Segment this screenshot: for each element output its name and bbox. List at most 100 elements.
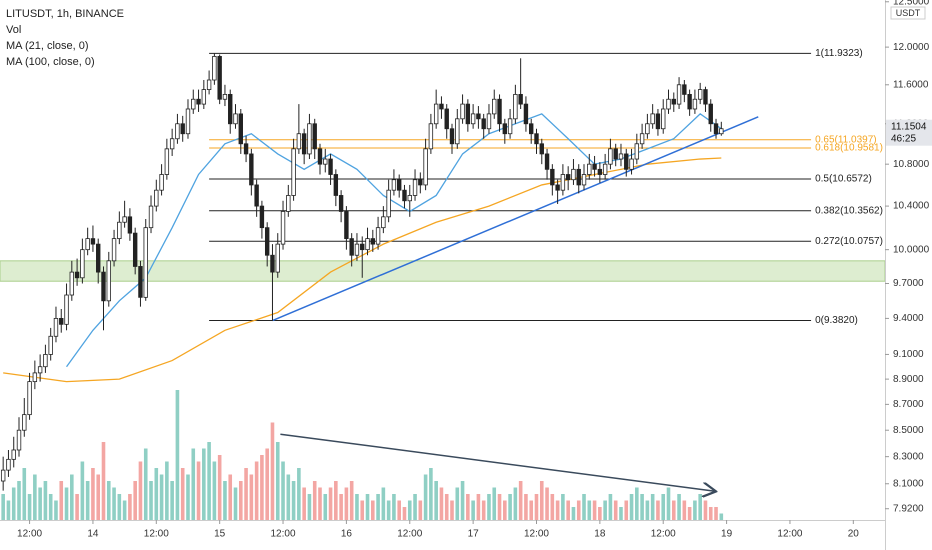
volume-bar xyxy=(455,487,460,520)
volume-bar xyxy=(561,494,565,520)
candle-body xyxy=(375,227,381,245)
x-tick-label: 14 xyxy=(87,529,99,540)
candle-body xyxy=(655,113,661,130)
volume-bar xyxy=(202,448,206,520)
plot-area: 1(11.9323) 0.65(11.0397)0.618(10.9581) 0.5… xyxy=(0,48,886,520)
candle-body xyxy=(460,103,465,120)
y-tick-label: 9.4000 xyxy=(893,313,924,324)
volume-bar xyxy=(75,494,79,520)
y-tick-label: 8.7000 xyxy=(893,399,924,410)
x-tick-label: 12:00 xyxy=(397,529,422,540)
volume-bar xyxy=(508,494,512,520)
volume-bar xyxy=(635,487,639,520)
candle-body xyxy=(222,94,228,100)
volume-bar xyxy=(487,494,491,520)
candle-body xyxy=(43,354,48,368)
volume-bar xyxy=(698,494,702,520)
candle-body xyxy=(169,138,175,150)
candle-body xyxy=(48,335,53,355)
volume-bar xyxy=(429,468,433,520)
candle-body xyxy=(381,216,386,229)
candle-body xyxy=(618,153,624,160)
candle-body xyxy=(587,163,592,175)
candle-body xyxy=(576,168,581,186)
volume-bar xyxy=(33,474,37,520)
candle-body xyxy=(697,89,703,100)
candle-body xyxy=(0,469,6,482)
volume-bar xyxy=(138,461,143,520)
candle-body xyxy=(32,372,38,383)
volume-bar xyxy=(656,500,660,520)
legend-item: MA (21, close, 0) xyxy=(6,40,89,52)
candle-body xyxy=(6,458,11,471)
candle-body xyxy=(254,184,259,207)
volume-bar xyxy=(677,494,681,520)
candle-body xyxy=(228,94,233,125)
y-tick-label: 10.8000 xyxy=(893,159,930,170)
x-tick-label: 12:00 xyxy=(144,529,169,540)
candle-body xyxy=(423,148,428,186)
candle-body xyxy=(154,189,159,207)
volume-bar xyxy=(360,500,365,520)
candle-body xyxy=(470,113,476,125)
fib-label: 0.272(10.0757) xyxy=(815,236,883,247)
candle-body xyxy=(286,195,291,212)
volume-bar xyxy=(613,500,618,520)
volume-bar xyxy=(471,500,475,520)
volume-bar xyxy=(149,481,153,520)
candle-body xyxy=(624,153,629,170)
volume-trend-arrow xyxy=(280,433,716,491)
volume-bar xyxy=(101,442,106,520)
volume-bar xyxy=(365,494,370,520)
candle-body xyxy=(682,84,687,95)
y-tick-label: 8.1000 xyxy=(893,478,924,489)
y-tick-label: 8.3000 xyxy=(893,451,924,462)
candle-body xyxy=(486,113,492,130)
x-tick-label: 18 xyxy=(594,529,606,540)
candle-body xyxy=(360,243,365,251)
candle-body xyxy=(481,118,486,130)
candle-body xyxy=(143,227,148,298)
volume-bar xyxy=(106,481,111,520)
candle-body xyxy=(233,113,238,125)
volume-bar xyxy=(133,481,137,520)
candle-body xyxy=(27,381,32,416)
volume-bar xyxy=(603,500,607,520)
volume-bar xyxy=(244,468,248,520)
volume-bar xyxy=(180,468,185,520)
volume-bar xyxy=(598,507,602,520)
candle-body xyxy=(476,113,481,120)
x-tick-label: 15 xyxy=(214,529,226,540)
candle-body xyxy=(301,133,307,155)
volume-bar xyxy=(11,487,16,520)
volume-bar xyxy=(297,468,301,520)
price-axis-bg xyxy=(885,0,932,550)
volume-bar xyxy=(54,500,58,520)
candle-body xyxy=(243,143,249,155)
volume-bar xyxy=(529,500,534,520)
volume-bar xyxy=(518,481,523,520)
candle-body xyxy=(565,174,571,181)
volume-bar xyxy=(460,481,465,520)
volume-bar xyxy=(418,500,423,520)
volume-bar xyxy=(619,507,623,520)
candle-body xyxy=(37,366,43,374)
candle-body xyxy=(666,98,671,110)
candle-body xyxy=(444,108,449,130)
candle-body xyxy=(175,123,180,140)
candle-body xyxy=(391,179,397,191)
candle-body xyxy=(201,89,207,105)
volume-bar xyxy=(307,494,312,520)
y-tick-label: 10.4000 xyxy=(893,201,930,212)
volume-bar xyxy=(539,481,544,520)
candle-body xyxy=(275,243,280,273)
volume-bar xyxy=(439,487,444,520)
candle-body xyxy=(196,98,201,105)
volume-bar xyxy=(687,507,692,520)
x-tick-label: 12:00 xyxy=(651,529,676,540)
candle-body xyxy=(264,227,270,256)
candle-body xyxy=(650,113,655,125)
volume-bar xyxy=(555,500,560,520)
volume-bar xyxy=(339,494,343,520)
volume-bar xyxy=(117,494,122,520)
